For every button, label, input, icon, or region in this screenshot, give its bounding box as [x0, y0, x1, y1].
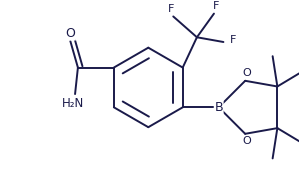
Text: F: F	[213, 1, 219, 11]
Text: H₂N: H₂N	[62, 97, 84, 110]
Text: O: O	[65, 27, 75, 40]
Text: B: B	[214, 101, 223, 114]
Text: O: O	[243, 136, 251, 146]
Text: F: F	[230, 35, 236, 45]
Text: O: O	[243, 68, 251, 78]
Text: F: F	[168, 4, 175, 14]
